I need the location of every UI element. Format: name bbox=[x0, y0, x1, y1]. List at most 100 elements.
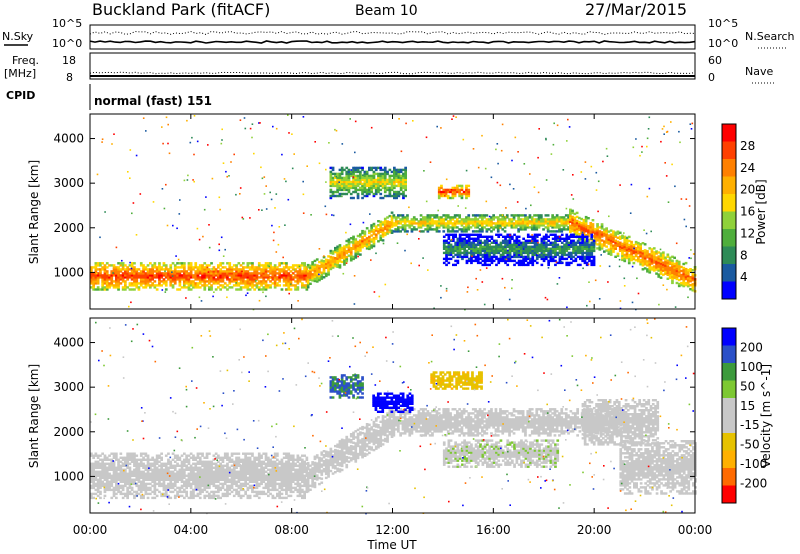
noise-point bbox=[325, 168, 327, 171]
scatter-cell bbox=[442, 261, 446, 265]
scatter-cell bbox=[158, 456, 161, 459]
scatter-cell bbox=[257, 282, 261, 285]
scatter-cell bbox=[476, 255, 480, 259]
scatter-cell bbox=[572, 233, 575, 236]
scatter-cell bbox=[529, 251, 532, 255]
scatter-cell bbox=[368, 180, 371, 184]
scatter-cell bbox=[115, 476, 118, 479]
scatter-cell bbox=[451, 194, 455, 198]
scatter-cell bbox=[130, 488, 134, 492]
scatter-cell bbox=[354, 256, 358, 259]
scatter-cell bbox=[403, 224, 407, 227]
scatter-cell bbox=[598, 244, 602, 247]
scatter-cell bbox=[210, 460, 213, 463]
scatter-cell bbox=[470, 237, 473, 240]
scatter-cell bbox=[110, 468, 114, 471]
scatter-cell bbox=[368, 235, 371, 239]
noise-point bbox=[481, 134, 483, 137]
scatter-cell bbox=[393, 194, 396, 198]
scatter-cell bbox=[470, 243, 473, 246]
scatter-cell bbox=[379, 192, 383, 196]
scatter-cell bbox=[593, 236, 597, 239]
noise-point bbox=[172, 224, 174, 227]
scatter-cell bbox=[513, 241, 516, 244]
scatter-cell bbox=[560, 216, 564, 219]
scatter-cell bbox=[372, 240, 376, 244]
scatter-cell bbox=[526, 257, 530, 261]
scatter-cell bbox=[650, 256, 654, 259]
scatter-cell bbox=[248, 266, 252, 269]
scatter-cell bbox=[481, 259, 485, 263]
scatter-cell bbox=[533, 243, 537, 246]
noise-point bbox=[175, 255, 177, 257]
scatter-cell bbox=[575, 215, 579, 219]
scatter-cell bbox=[522, 255, 525, 259]
scatter-cell bbox=[108, 284, 111, 287]
scatter-cell bbox=[634, 240, 638, 244]
scatter-cell bbox=[395, 174, 398, 178]
scatter-cell bbox=[517, 230, 520, 233]
noise-point bbox=[632, 146, 635, 149]
scatter-cell bbox=[153, 478, 157, 481]
scatter-cell bbox=[183, 476, 186, 479]
scatter-cell bbox=[153, 466, 157, 469]
scatter-cell bbox=[560, 220, 564, 223]
scatter-cell bbox=[343, 182, 346, 186]
scatter-cell bbox=[492, 241, 496, 244]
noise-point bbox=[501, 123, 504, 126]
scatter-cell bbox=[519, 222, 523, 225]
noise-point bbox=[484, 167, 487, 170]
scatter-cell bbox=[671, 281, 674, 285]
scatter-cell bbox=[533, 233, 537, 236]
scatter-cell bbox=[377, 174, 380, 178]
scatter-cell bbox=[94, 472, 98, 475]
scatter-cell bbox=[189, 280, 193, 283]
scatter-cell bbox=[117, 274, 120, 277]
scatter-cell bbox=[103, 266, 107, 269]
scatter-cell bbox=[115, 274, 118, 277]
scatter-cell bbox=[453, 192, 457, 196]
scatter-cell bbox=[183, 264, 186, 267]
scatter-cell bbox=[124, 270, 127, 273]
scatter-cell bbox=[101, 288, 104, 291]
scatter-cell bbox=[433, 222, 436, 225]
scatter-cell bbox=[349, 247, 353, 250]
scatter-cell bbox=[223, 266, 227, 269]
scatter-cell bbox=[246, 288, 250, 291]
scatter-cell bbox=[151, 478, 154, 481]
scatter-cell bbox=[130, 486, 134, 490]
scatter-cell bbox=[223, 274, 227, 277]
scatter-cell bbox=[187, 288, 191, 291]
scatter-cell bbox=[336, 255, 339, 258]
scatter-cell bbox=[352, 180, 355, 184]
scatter-cell bbox=[327, 255, 330, 258]
noise-point bbox=[263, 193, 266, 195]
scatter-cell bbox=[563, 257, 566, 261]
scatter-cell bbox=[205, 276, 209, 279]
scatter-cell bbox=[158, 464, 161, 467]
scatter-cell bbox=[460, 222, 464, 225]
scatter-cell bbox=[110, 480, 114, 483]
scatter-cell bbox=[162, 282, 166, 285]
scatter-cell bbox=[212, 280, 216, 283]
scatter-cell bbox=[178, 472, 182, 475]
noise-point bbox=[165, 183, 167, 186]
scatter-cell bbox=[128, 476, 132, 479]
scatter-cell bbox=[386, 178, 389, 182]
scatter-cell bbox=[221, 494, 225, 498]
scatter-cell bbox=[632, 255, 636, 259]
scatter-cell bbox=[510, 224, 514, 227]
scatter-cell bbox=[365, 245, 369, 248]
noise-point bbox=[511, 279, 513, 281]
scatter-cell bbox=[112, 264, 116, 267]
noise-point bbox=[477, 166, 480, 169]
scatter-cell bbox=[149, 468, 152, 471]
scatter-cell bbox=[301, 262, 304, 265]
scatter-cell bbox=[402, 178, 405, 182]
scatter-cell bbox=[320, 261, 324, 264]
scatter-cell bbox=[169, 270, 173, 273]
noise-point bbox=[619, 300, 622, 302]
scatter-cell bbox=[648, 247, 652, 250]
scatter-cell bbox=[115, 482, 118, 486]
scatter-cell bbox=[171, 276, 175, 279]
